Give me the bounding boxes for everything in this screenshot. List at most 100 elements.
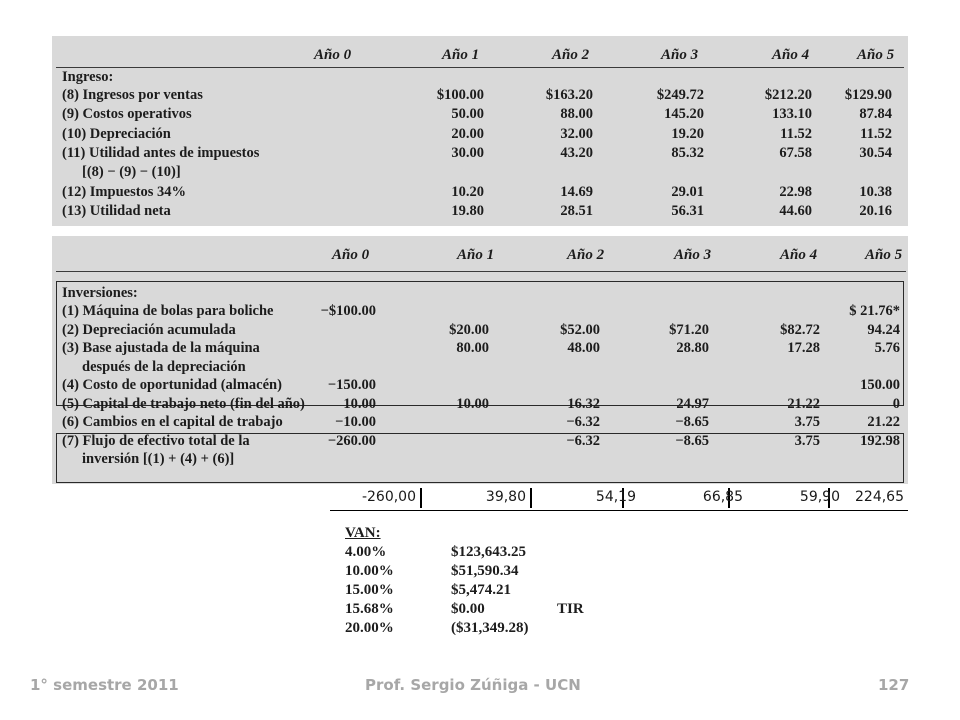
header-year-2: Año 2 bbox=[567, 247, 605, 263]
row-label: (4) Costo de oportunidad (almacén) bbox=[62, 377, 282, 393]
row-value: $212.20 bbox=[764, 87, 812, 103]
income-table-scan: Año 0 Año 1 Año 2 Año 3 Año 4 Año 5 Ingr… bbox=[52, 36, 908, 226]
header-year-1: Año 1 bbox=[457, 247, 495, 263]
van-rate: 15.68% bbox=[345, 601, 394, 617]
investment-table-scan: Año 0 Año 1 Año 2 Año 3 Año 4 Año 5 Inve… bbox=[52, 236, 908, 484]
cashflow-value: 59,90 bbox=[799, 489, 840, 505]
row-value: 11.52 bbox=[780, 125, 812, 142]
row-value: $ 21.76* bbox=[849, 303, 900, 319]
row-label: [(8) − (9) − (10)] bbox=[82, 164, 181, 181]
cashflow-value: 66,85 bbox=[702, 489, 743, 505]
row-label: inversión [(1) + (4) + (6)] bbox=[82, 451, 235, 467]
row-value: 21.22 bbox=[867, 414, 900, 430]
van-value: $5,474.21 bbox=[451, 582, 511, 598]
van-rate: 20.00% bbox=[345, 620, 394, 636]
row-label: (5) Capital de trabajo neto (fin del año… bbox=[62, 395, 305, 412]
van-rate: 4.00% bbox=[345, 544, 387, 560]
van-value: ($31,349.28) bbox=[451, 620, 529, 636]
row-value: −8.65 bbox=[675, 432, 709, 449]
total-flow-box bbox=[56, 433, 904, 483]
row-value: 32.00 bbox=[560, 125, 593, 142]
row-value: 28.51 bbox=[560, 202, 593, 219]
row-value: $249.72 bbox=[656, 87, 704, 103]
row-value: 28.80 bbox=[676, 340, 709, 356]
row-value: 30.54 bbox=[859, 144, 892, 161]
row-value: 87.84 bbox=[859, 106, 892, 123]
row-value: 43.20 bbox=[560, 144, 593, 161]
header-year-0: Año 0 bbox=[332, 247, 370, 263]
footer-semester: 1° semestre 2011 bbox=[30, 676, 179, 694]
header-year-5: Año 5 bbox=[865, 247, 903, 263]
van-rate: 15.00% bbox=[345, 582, 394, 598]
row-value: 0 bbox=[892, 395, 900, 412]
row-value: 30.00 bbox=[451, 144, 484, 161]
row-value: 14.69 bbox=[560, 183, 593, 200]
header-year-2: Año 2 bbox=[552, 47, 590, 63]
cashflow-row: -260,00 39,80 54,19 66,85 59,90 224,65 bbox=[330, 486, 908, 511]
row-value: 48.00 bbox=[567, 340, 600, 356]
row-value: 22.98 bbox=[779, 183, 812, 200]
row-value: $100.00 bbox=[436, 87, 484, 103]
row-value: $20.00 bbox=[449, 321, 489, 338]
cashflow-value: 54,19 bbox=[595, 489, 636, 505]
row-value: 10.38 bbox=[859, 183, 892, 200]
row-value: 133.10 bbox=[772, 106, 812, 123]
section-title: Ingreso: bbox=[62, 69, 114, 85]
header-year-5: Año 5 bbox=[857, 47, 895, 63]
row-value: 145.20 bbox=[664, 106, 704, 123]
row-label: (7) Flujo de efectivo total de la bbox=[62, 432, 250, 449]
row-value: 24.97 bbox=[676, 395, 709, 412]
row-value: 11.52 bbox=[860, 125, 892, 142]
row-value: 21.22 bbox=[787, 395, 820, 412]
row-value: 50.00 bbox=[451, 106, 484, 123]
van-value: $51,590.34 bbox=[451, 563, 519, 579]
row-label: (10) Depreciación bbox=[62, 125, 171, 142]
cell-divider bbox=[420, 488, 422, 508]
row-label: (3) Base ajustada de la máquina bbox=[62, 340, 260, 356]
row-value: $71.20 bbox=[669, 321, 709, 338]
row-value: 10.20 bbox=[451, 183, 484, 200]
row-value: 67.58 bbox=[779, 144, 812, 161]
row-value: $163.20 bbox=[545, 87, 593, 103]
page-number: 127 bbox=[878, 676, 910, 694]
row-value: 94.24 bbox=[867, 321, 900, 338]
row-value: 19.20 bbox=[671, 125, 704, 142]
header-year-0: Año 0 bbox=[314, 47, 352, 63]
section-title: Inversiones: bbox=[62, 285, 138, 301]
row-value: 150.00 bbox=[860, 377, 900, 393]
investment-box bbox=[56, 281, 904, 406]
row-value: −$100.00 bbox=[320, 303, 376, 319]
row-label: (13) Utilidad neta bbox=[62, 202, 171, 219]
van-title: VAN: bbox=[345, 525, 381, 541]
row-label: (9) Costos operativos bbox=[62, 106, 192, 123]
footer-author: Prof. Sergio Zúñiga - UCN bbox=[365, 676, 581, 694]
header-year-4: Año 4 bbox=[772, 47, 810, 63]
row-label: (11) Utilidad antes de impuestos bbox=[62, 144, 260, 161]
row-value: $52.00 bbox=[560, 321, 600, 338]
row-value: 44.60 bbox=[779, 202, 812, 219]
row-value: −150.00 bbox=[327, 377, 376, 393]
row-value: 20.16 bbox=[859, 202, 892, 219]
row-value: 5.76 bbox=[874, 340, 900, 356]
row-value: −6.32 bbox=[566, 432, 600, 449]
row-value: 85.32 bbox=[671, 144, 704, 161]
row-value: −10.00 bbox=[335, 414, 376, 430]
row-value: 29.01 bbox=[671, 183, 704, 200]
row-value: 88.00 bbox=[560, 106, 593, 123]
cell-divider bbox=[622, 488, 624, 508]
row-value: −6.32 bbox=[566, 414, 600, 430]
row-value: 20.00 bbox=[451, 125, 484, 142]
row-label: (12) Impuestos 34% bbox=[62, 183, 187, 200]
cell-divider bbox=[530, 488, 532, 508]
row-value: 192.98 bbox=[860, 432, 900, 449]
row-value: 3.75 bbox=[794, 414, 820, 430]
row-label: después de la depreciación bbox=[82, 358, 246, 375]
van-note: TIR bbox=[557, 601, 584, 617]
row-value: $129.90 bbox=[844, 87, 892, 103]
row-value: −8.65 bbox=[675, 414, 709, 430]
header-year-3: Año 3 bbox=[661, 47, 699, 63]
row-value: 3.75 bbox=[794, 432, 820, 449]
row-value: 56.31 bbox=[671, 202, 704, 219]
cell-divider bbox=[728, 488, 730, 508]
row-value: 16.32 bbox=[567, 395, 600, 412]
